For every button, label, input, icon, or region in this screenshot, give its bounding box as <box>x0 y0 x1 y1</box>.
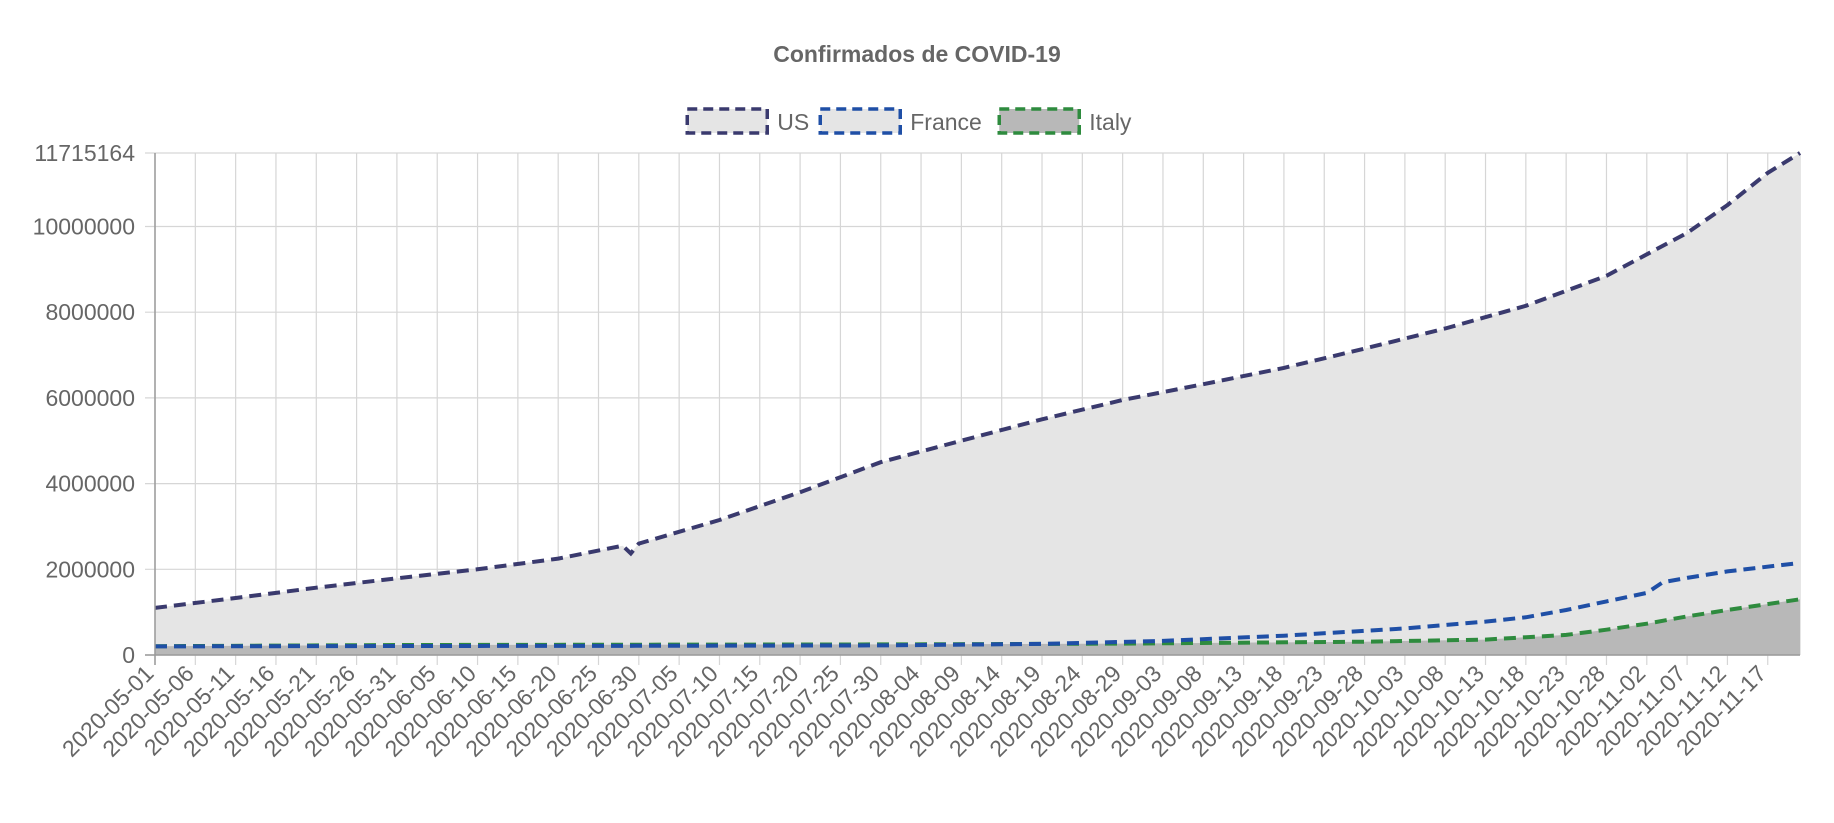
series-fills <box>155 153 1800 655</box>
series-fill-italy <box>155 599 1800 655</box>
x-tick-labels: 2020-05-012020-05-062020-05-112020-05-16… <box>57 660 1771 762</box>
legend: US France Italy <box>685 107 1132 135</box>
series-line-us <box>154 151 1802 610</box>
legend-swatch-france <box>818 107 902 135</box>
y-tick-label: 0 <box>122 642 135 668</box>
axes <box>145 153 1800 665</box>
legend-swatch-italy <box>997 107 1081 135</box>
y-tick-label: 10000000 <box>33 213 135 239</box>
chart-title: Confirmados de COVID-19 <box>773 41 1061 67</box>
y-tick-label: 6000000 <box>45 385 135 411</box>
series-fill-france <box>155 562 1800 655</box>
legend-label-italy: Italy <box>1089 109 1132 135</box>
legend-swatch-us <box>685 107 769 135</box>
legend-label-france: France <box>910 109 982 135</box>
series-line-france <box>154 560 1801 649</box>
series-lines <box>154 151 1802 649</box>
series-fill-us <box>155 153 1800 655</box>
y-tick-label: 2000000 <box>45 556 135 582</box>
y-tick-labels: 0 2000000 4000000 6000000 8000000 10000000 117… <box>33 140 136 668</box>
series-line-italy <box>154 597 1801 649</box>
y-tick-label: 4000000 <box>45 471 135 497</box>
y-tick-label: 8000000 <box>45 299 135 325</box>
legend-label-us: US <box>777 109 809 135</box>
y-tick-label: 11715164 <box>34 140 135 166</box>
